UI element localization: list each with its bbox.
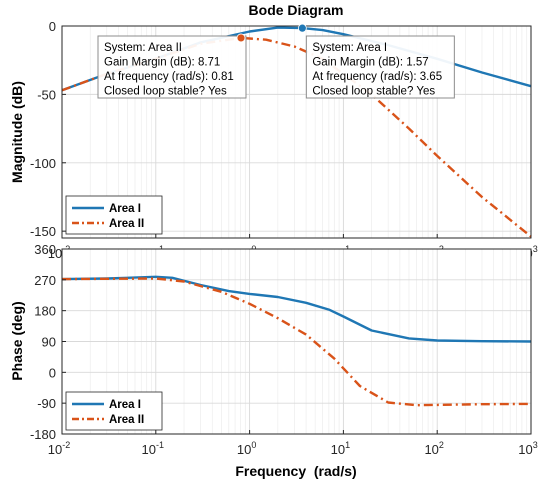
data-tip-marker[interactable] xyxy=(236,33,246,43)
phase-y-tick-label: 180 xyxy=(34,304,56,319)
data-tip-line: Gain Margin (dB): 8.71 xyxy=(104,57,220,69)
magnitude-legend-label: Area I xyxy=(109,203,141,215)
phase-x-tick-label: 10-2 xyxy=(48,440,70,457)
magnitude-panel: 0-50-100-15010-210-1100101102103Magnitud… xyxy=(9,19,538,261)
data-tip-line: Gain Margin (dB): 1.57 xyxy=(312,57,428,69)
phase-y-tick-label: 360 xyxy=(34,242,56,257)
phase-y-tick-label: 90 xyxy=(42,335,56,350)
magnitude-y-tick-label: -50 xyxy=(37,87,56,102)
phase-y-axis-label: Phase (deg) xyxy=(9,301,25,380)
phase-legend-label: Area II xyxy=(109,414,144,426)
phase-x-tick-label: 103 xyxy=(518,440,537,457)
data-tip-box xyxy=(305,35,455,99)
magnitude-y-tick-label: -150 xyxy=(30,224,56,239)
magnitude-y-tick-label: -100 xyxy=(30,156,56,171)
data-tip-area-i: System: Area I Gain Margin (dB): 1.57 At f… xyxy=(297,23,455,99)
phase-legend-label: Area I xyxy=(109,399,141,411)
data-tip-line: System: Area I xyxy=(312,42,387,54)
phase-x-tick-label: 102 xyxy=(424,440,443,457)
data-tip-box xyxy=(97,35,247,99)
magnitude-legend-box xyxy=(65,195,163,235)
data-tip-line: At frequency (rad/s): 3.65 xyxy=(312,71,442,83)
magnitude-y-tick-label: 0 xyxy=(49,19,56,34)
phase-y-tick-label: 270 xyxy=(34,273,56,288)
data-tip-line: At frequency (rad/s): 0.81 xyxy=(104,71,234,83)
data-tip-marker[interactable] xyxy=(297,23,307,33)
phase-legend-box xyxy=(65,391,163,431)
data-tip-line: System: Area II xyxy=(104,42,182,54)
data-tip-line: Closed loop stable? Yes xyxy=(312,86,435,98)
x-axis-label: Frequency (rad/s) xyxy=(235,463,356,479)
magnitude-legend: Area I Area II xyxy=(65,195,163,235)
phase-y-tick-label: 0 xyxy=(49,365,56,380)
phase-series-area-ii xyxy=(61,277,532,407)
phase-legend: Area I Area II xyxy=(65,391,163,431)
phase-series-area-i xyxy=(61,275,532,343)
phase-y-tick-label: -90 xyxy=(37,396,56,411)
phase-x-tick-label: 101 xyxy=(331,440,350,457)
phase-y-tick-label: -180 xyxy=(30,427,56,442)
phase-x-tick-label: 10-1 xyxy=(142,440,164,457)
magnitude-y-axis-label: Magnitude (dB) xyxy=(9,81,25,183)
phase-x-tick-label: 100 xyxy=(237,440,256,457)
figure-title: Bode Diagram xyxy=(249,2,344,18)
data-tip-line: Closed loop stable? Yes xyxy=(104,86,227,98)
data-tip-area-ii: System: Area II Gain Margin (dB): 8.71 At … xyxy=(97,33,247,99)
magnitude-axes-frame xyxy=(61,25,532,239)
magnitude-legend-label: Area II xyxy=(109,218,144,230)
